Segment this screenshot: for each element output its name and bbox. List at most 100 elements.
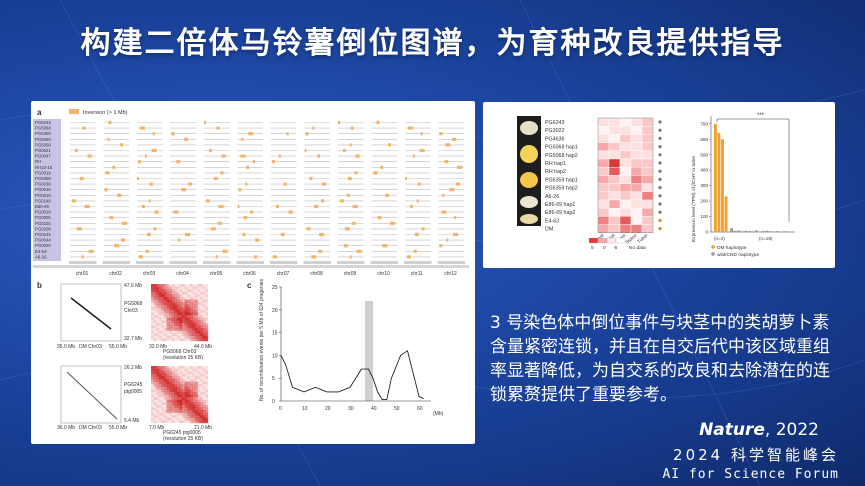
hic-cell — [202, 325, 206, 329]
hic-cell — [171, 338, 175, 342]
hic-cell — [171, 284, 175, 287]
hic-cell — [163, 338, 167, 342]
hic-cell — [176, 307, 180, 311]
hic-cell — [153, 302, 157, 305]
hic-cell — [189, 322, 193, 326]
significance-label: *** — [757, 113, 765, 119]
expression-bar — [733, 230, 737, 232]
scale-label: 0 — [603, 245, 606, 251]
inversion-block — [376, 120, 380, 125]
hic-cell — [200, 407, 204, 411]
hic-cell — [163, 307, 167, 311]
hic-cell — [197, 333, 201, 337]
inversion-block — [413, 249, 417, 253]
hic-cell — [166, 368, 170, 372]
hic-cell — [187, 412, 191, 416]
hic-cell — [151, 412, 154, 416]
hic-cell — [205, 307, 209, 311]
hic-cell — [166, 389, 170, 393]
hic-cell — [166, 320, 170, 324]
inversion-block — [221, 154, 226, 158]
heatmap-cell — [641, 166, 654, 176]
hic-cell — [156, 333, 159, 337]
hic-cell — [184, 410, 188, 413]
hic-cell — [166, 399, 170, 403]
hic-cell — [187, 322, 191, 326]
hic-cell — [184, 320, 188, 324]
hic-cell — [176, 294, 180, 298]
hic-cell — [151, 299, 154, 303]
hic-cell — [189, 417, 193, 421]
hic-cell — [171, 404, 175, 408]
heatmap-cell — [630, 175, 643, 184]
b-bot-ymid: PG6245 — [124, 382, 143, 388]
hic-cell — [192, 386, 196, 390]
chromosome-label: chr12 — [444, 271, 457, 277]
hic-cell — [195, 294, 198, 298]
inversion-block — [122, 221, 128, 225]
haplotype-dot — [658, 128, 662, 132]
hic-cell — [156, 291, 159, 295]
heatmap-cell — [619, 134, 632, 143]
inversion-block — [456, 182, 461, 186]
y-tick-label: 25 — [272, 285, 278, 291]
hic-cell — [161, 307, 165, 311]
inversion-block — [388, 143, 392, 147]
hic-cell — [176, 299, 180, 303]
hic-cell — [174, 394, 178, 398]
hic-cell — [189, 399, 193, 403]
hic-cell — [171, 294, 175, 298]
dotplot-bottom — [60, 365, 122, 424]
hic-cell — [171, 391, 175, 395]
hic-cell — [176, 320, 180, 324]
inversion-block — [137, 176, 139, 181]
hic-cell — [195, 315, 198, 318]
hic-cell — [179, 304, 183, 308]
hic-cell — [163, 378, 167, 382]
accession-label: PG0018 — [35, 210, 51, 215]
hic-cell — [205, 371, 209, 374]
hic-cell — [192, 389, 196, 393]
hic-cell — [182, 420, 185, 424]
heatmap-cell — [619, 142, 632, 151]
hic-cell — [171, 299, 175, 303]
hic-cell — [187, 376, 191, 380]
figure-c-xunit: (Mb) — [433, 411, 444, 417]
hic-cell — [202, 330, 206, 334]
hic-cell — [174, 302, 178, 305]
hic-cell — [171, 309, 175, 313]
hic-cell — [182, 412, 185, 416]
heatmap-row-label: PG6359 hap2 — [545, 186, 578, 192]
hic-cell — [200, 373, 204, 377]
heatmap-cell — [597, 207, 610, 217]
hic-cell — [182, 328, 185, 331]
heatmap-col-label: Tuber — [636, 232, 649, 244]
forum-logo-text: 2024 科学智能峰会 AI for Science Forum — [662, 444, 839, 482]
inversion-block — [454, 216, 457, 220]
b-bot-hic-xright: 21.0 Mb — [194, 425, 212, 431]
hic-cell — [205, 333, 209, 337]
heatmap-row-label: E86-69 hap2 — [545, 210, 575, 216]
hic-cell — [182, 389, 185, 393]
hic-cell — [169, 294, 172, 298]
hic-cell — [176, 394, 180, 398]
hic-cell — [179, 302, 183, 305]
hic-cell — [195, 309, 198, 313]
inversion-block — [237, 204, 240, 209]
accession-label: PG0019 — [35, 170, 51, 175]
hic-cell — [184, 373, 188, 377]
hic-cell — [158, 335, 162, 339]
hic-cell — [187, 335, 191, 339]
hic-cell — [151, 368, 154, 372]
hic-cell — [189, 386, 193, 390]
figure-a-label: a — [37, 108, 42, 117]
heatmap-cell — [641, 175, 654, 184]
heatmap-cell — [619, 207, 632, 217]
hic-cell — [151, 317, 154, 321]
heatmap-cell — [597, 134, 610, 143]
reference-track — [236, 261, 264, 264]
hic-cell — [158, 376, 162, 380]
hic-cell — [163, 294, 167, 298]
hic-cell — [166, 402, 170, 406]
b-top-ymid: PG5068 — [124, 301, 143, 307]
